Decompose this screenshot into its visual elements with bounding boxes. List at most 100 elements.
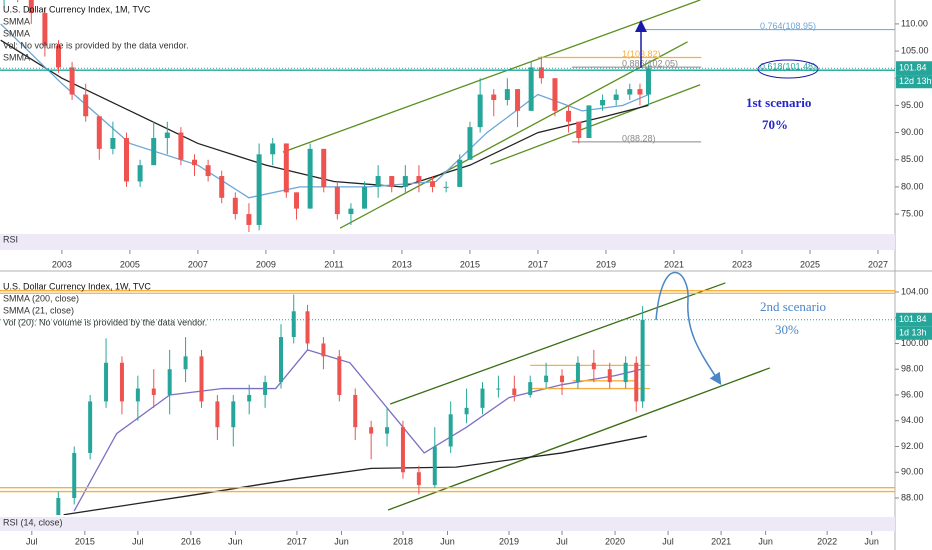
x-tick-label: 2019 bbox=[596, 259, 616, 269]
chart-title: U.S. Dollar Currency Index, 1W, TVC bbox=[3, 281, 151, 291]
candle-body bbox=[375, 176, 381, 187]
x-tick-label: 2027 bbox=[868, 259, 888, 269]
rsi-panel bbox=[0, 517, 895, 531]
candle-body bbox=[83, 94, 89, 117]
candle-body bbox=[634, 362, 639, 402]
legend-text: SMMA bbox=[3, 16, 30, 26]
x-tick-label: 2018 bbox=[393, 536, 413, 546]
candle-body bbox=[560, 375, 565, 383]
candle-body bbox=[232, 197, 238, 215]
x-tick-label: 2003 bbox=[52, 259, 72, 269]
candle-body bbox=[337, 356, 342, 395]
x-tick-label: 2013 bbox=[392, 259, 412, 269]
x-tick-label: 2007 bbox=[188, 259, 208, 269]
candle-body bbox=[96, 116, 102, 149]
legend-text: SMMA bbox=[3, 28, 30, 38]
candle-body bbox=[321, 148, 327, 187]
overlay-line bbox=[390, 282, 726, 405]
candle-body bbox=[457, 159, 463, 187]
candle-body bbox=[637, 89, 643, 95]
plot-area bbox=[0, 282, 895, 515]
last-price-box bbox=[896, 312, 932, 327]
x-tick-label: 2021 bbox=[711, 536, 731, 546]
x-tick-label: Jun bbox=[758, 536, 773, 546]
last-price-label: 101.84 bbox=[899, 63, 927, 73]
candle-body bbox=[246, 214, 252, 225]
annotation: 30% bbox=[775, 322, 799, 337]
countdown-box bbox=[896, 75, 932, 89]
x-tick-label: Jun bbox=[440, 536, 455, 546]
x-tick-label: 2020 bbox=[605, 536, 625, 546]
candle-body bbox=[477, 94, 483, 128]
y-tick-label: 105.00 bbox=[901, 45, 929, 55]
candle-body bbox=[110, 138, 116, 149]
countdown-box bbox=[896, 326, 932, 340]
candle-body bbox=[515, 89, 521, 111]
candle-body bbox=[496, 388, 501, 390]
candle-body bbox=[575, 362, 580, 383]
candle-body bbox=[528, 382, 533, 395]
candle-body bbox=[56, 498, 61, 515]
candle-body bbox=[291, 311, 296, 338]
plot-area bbox=[0, 0, 895, 232]
candle-body bbox=[137, 165, 143, 182]
x-tick-label: Jul bbox=[132, 536, 144, 546]
candle-body bbox=[353, 394, 358, 428]
x-tick-label: 2005 bbox=[120, 259, 140, 269]
countdown-label: 1d 13h bbox=[899, 328, 927, 338]
candle-body bbox=[256, 154, 262, 225]
candle-body bbox=[480, 388, 485, 408]
x-tick-label: Jun bbox=[228, 536, 243, 546]
candle-body bbox=[432, 446, 437, 486]
annotation: 1st scenario bbox=[746, 95, 811, 110]
y-tick-label: 80.00 bbox=[901, 181, 924, 191]
y-tick-label: 75.00 bbox=[901, 208, 924, 218]
candle-body bbox=[215, 401, 220, 428]
candle-body bbox=[402, 176, 408, 187]
candle-body bbox=[464, 407, 469, 415]
legend-text: SMMA (200, close) bbox=[3, 293, 79, 303]
last-price-label: 101.84 bbox=[899, 314, 927, 324]
x-tick-label: 2019 bbox=[499, 536, 519, 546]
candle-body bbox=[369, 427, 374, 434]
candle-body bbox=[69, 67, 75, 95]
candle-body bbox=[552, 78, 558, 111]
highlight-ellipse bbox=[757, 59, 819, 79]
candle-body bbox=[348, 208, 354, 215]
candle-body bbox=[88, 401, 93, 453]
candle-body bbox=[183, 356, 188, 370]
scenario-path bbox=[655, 271, 722, 385]
x-tick-label: Jul bbox=[556, 536, 568, 546]
candle-body bbox=[467, 127, 473, 160]
overlay-line bbox=[339, 41, 688, 229]
candle-body bbox=[205, 165, 211, 177]
fib-label: 0(88.28) bbox=[622, 133, 656, 143]
candle-body bbox=[334, 186, 340, 215]
annotation: 70% bbox=[762, 117, 788, 132]
fib-label: 0.618(101.48) bbox=[760, 62, 816, 72]
candle-body bbox=[321, 343, 326, 357]
candle-body bbox=[566, 110, 572, 122]
candle-body bbox=[119, 362, 124, 402]
candle-body bbox=[263, 382, 268, 395]
candle-body bbox=[627, 89, 633, 95]
legend-text: SMMA (21, close) bbox=[3, 305, 74, 315]
chart-title: U.S. Dollar Currency Index, 1M, TVC bbox=[3, 4, 151, 14]
x-tick-label: Jul bbox=[26, 536, 38, 546]
x-tick-label: 2023 bbox=[732, 259, 752, 269]
overlay-line bbox=[0, 39, 649, 188]
x-tick-label: 2009 bbox=[256, 259, 276, 269]
candle-body bbox=[389, 176, 395, 187]
candle-body bbox=[416, 472, 421, 486]
candle-body bbox=[219, 176, 225, 198]
x-tick-label: 2016 bbox=[181, 536, 201, 546]
overlay-line bbox=[0, 23, 649, 199]
y-tick-label: 90.00 bbox=[901, 127, 924, 137]
y-tick-label: 92.00 bbox=[901, 441, 924, 451]
candle-body bbox=[416, 176, 422, 182]
candle-body bbox=[307, 148, 313, 209]
candle-body bbox=[55, 45, 61, 68]
